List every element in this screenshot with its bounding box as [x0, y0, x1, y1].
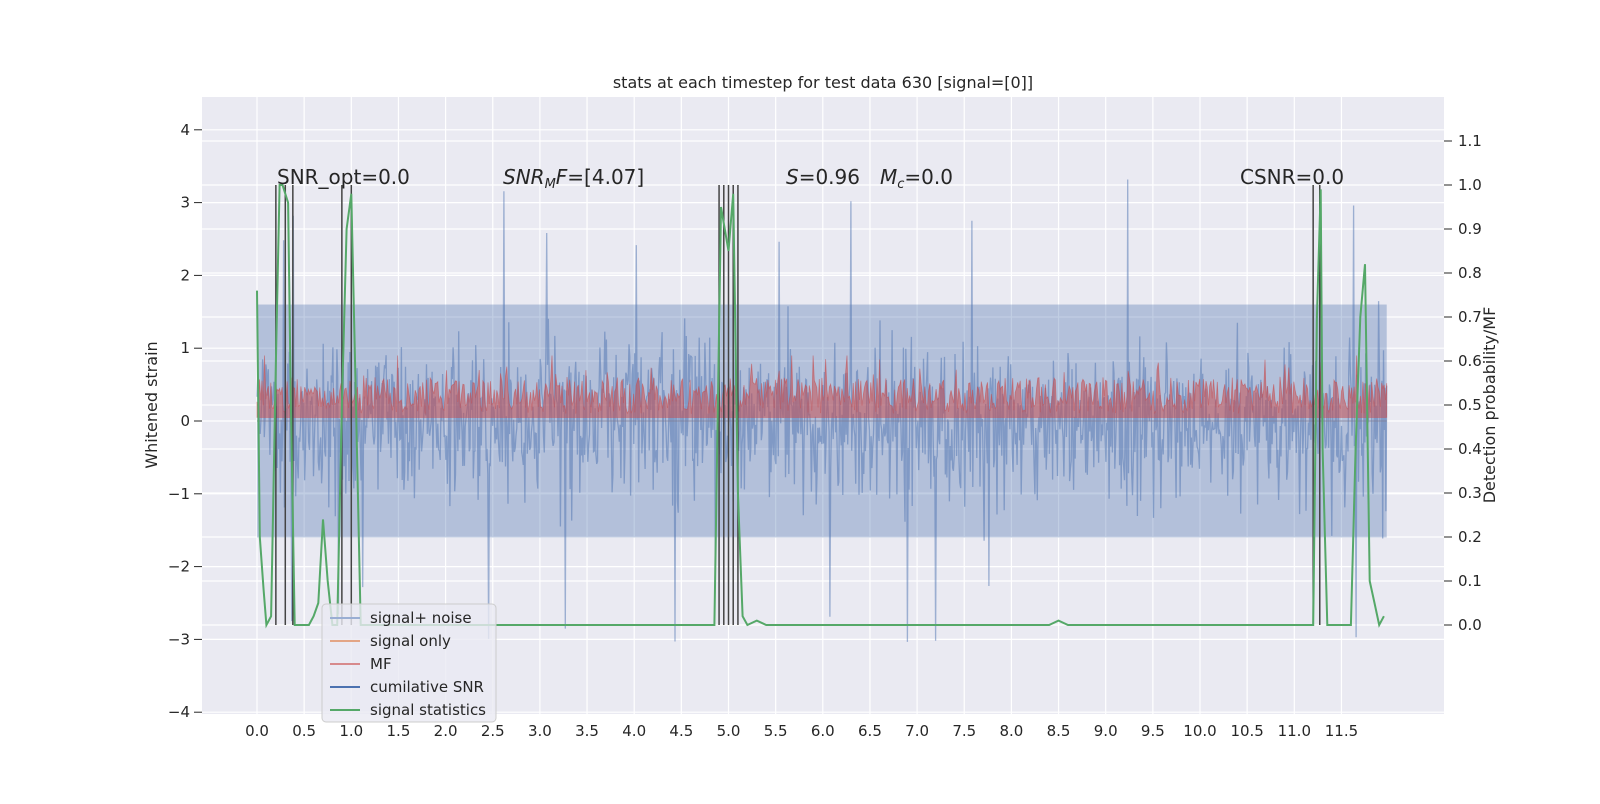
- y2-ticks: 1.1 1.0 0.9 0.8 0.7 0.6 0.5 0.4 0.3 0.2 0.1 0.0: [1444, 132, 1482, 634]
- annot-s: S=0.96: [786, 165, 860, 189]
- x-tick-label: 4.0: [622, 722, 646, 740]
- x-tick-label: 9.0: [1094, 722, 1118, 740]
- y-tick-label: −2: [168, 558, 190, 576]
- annot-snr-mf-value: =[4.07]: [567, 165, 644, 189]
- y-tick-label: 0: [180, 412, 190, 430]
- annot-s-value: =0.96: [799, 165, 860, 189]
- x-tick-label: 1.5: [387, 722, 411, 740]
- annot-mc-prefix: M: [880, 165, 897, 189]
- y-tick-label: 4: [180, 121, 190, 139]
- x-tick-label: 6.0: [811, 722, 835, 740]
- x-tick-label: 10.5: [1230, 722, 1263, 740]
- y2-tick-label: 0.2: [1458, 528, 1482, 546]
- x-tick-label: 7.5: [952, 722, 976, 740]
- x-tick-label: 0.0: [245, 722, 269, 740]
- x-tick-label: 3.0: [528, 722, 552, 740]
- x-tick-label: 0.5: [292, 722, 316, 740]
- x-ticks: 0.0 0.5 1.0 1.5 2.0 2.5 3.0 3.5 4.0 4.5 5.0 5.5 6.0 6…: [245, 722, 1358, 740]
- legend-entry: signal only: [370, 632, 451, 650]
- y-tick-label: 2: [180, 266, 190, 284]
- x-tick-label: 1.0: [339, 722, 363, 740]
- annot-s-prefix: S: [786, 165, 799, 189]
- legend-entry: MF: [370, 655, 392, 673]
- annot-mc-value: =0.0: [904, 165, 953, 189]
- x-tick-label: 9.5: [1141, 722, 1165, 740]
- legend-entry: signal+ noise: [370, 609, 472, 627]
- y2-tick-label: 0.6: [1458, 352, 1482, 370]
- y2-tick-label: 0.7: [1458, 308, 1482, 326]
- annot-snr-mf-prefix: SNR: [503, 165, 545, 189]
- y2-tick-label: 0.9: [1458, 220, 1482, 238]
- x-tick-label: 6.5: [858, 722, 882, 740]
- y-axis-label: Whitened strain: [142, 341, 161, 468]
- x-tick-label: 5.0: [717, 722, 741, 740]
- x-tick-label: 8.5: [1047, 722, 1071, 740]
- x-tick-label: 11.5: [1325, 722, 1358, 740]
- annot-snr-opt: SNR_opt=0.0: [277, 165, 410, 189]
- y2-tick-label: 0.3: [1458, 484, 1482, 502]
- y2-tick-label: 0.8: [1458, 264, 1482, 282]
- annot-snr-mf-f: F: [556, 165, 568, 189]
- y2-tick-label: 0.1: [1458, 572, 1482, 590]
- annot-mc-sub: c: [897, 177, 904, 192]
- annot-snr-mf-sub: M: [545, 177, 556, 192]
- y-tick-label: 1: [180, 339, 190, 357]
- y2-tick-label: 0.0: [1458, 616, 1482, 634]
- y-ticks: 4 3 2 1 0 −1 −2 −3 −4: [168, 121, 202, 721]
- y-tick-label: 3: [180, 194, 190, 212]
- x-tick-label: 11.0: [1278, 722, 1311, 740]
- x-tick-label: 2.5: [481, 722, 505, 740]
- x-tick-label: 3.5: [575, 722, 599, 740]
- annot-snr-mf: SNRMF=[4.07]: [503, 165, 644, 192]
- y-tick-label: −4: [168, 703, 190, 721]
- x-tick-label: 2.0: [434, 722, 458, 740]
- y-tick-label: −1: [168, 485, 190, 503]
- x-tick-label: 4.5: [669, 722, 693, 740]
- x-tick-label: 8.0: [999, 722, 1023, 740]
- legend-entry: signal statistics: [370, 701, 486, 719]
- x-tick-label: 7.0: [905, 722, 929, 740]
- y2-tick-label: 1.1: [1458, 132, 1482, 150]
- y2-tick-label: 0.5: [1458, 396, 1482, 414]
- x-tick-label: 10.0: [1183, 722, 1216, 740]
- y-tick-label: −3: [168, 630, 190, 648]
- y2-tick-label: 1.0: [1458, 176, 1482, 194]
- y2-axis-label: Detection probability/MF: [1480, 307, 1499, 504]
- legend: signal+ noise signal only MF cumilative SNR…: [322, 604, 496, 722]
- chart-title: stats at each timestep for test data 630…: [613, 73, 1033, 92]
- annot-csnr: CSNR=0.0: [1240, 165, 1344, 189]
- x-tick-label: 5.5: [764, 722, 788, 740]
- y2-tick-label: 0.4: [1458, 440, 1482, 458]
- legend-entry: cumilative SNR: [370, 678, 484, 696]
- annot-mc: Mc=0.0: [880, 165, 953, 192]
